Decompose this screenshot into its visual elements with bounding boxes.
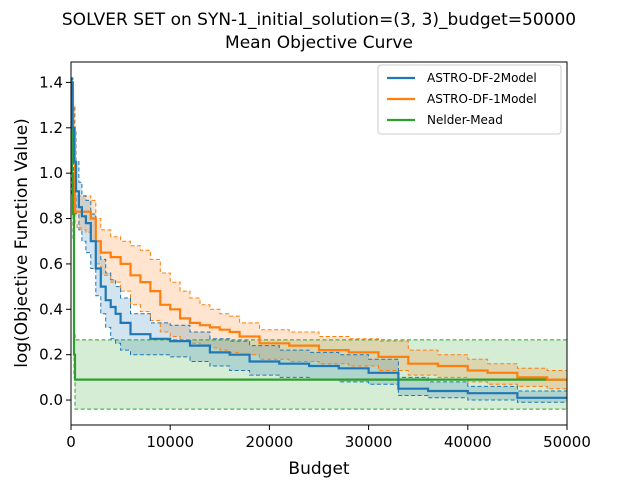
y-tick-label: 1.4 — [39, 73, 63, 91]
x-tick-label: 0 — [66, 433, 76, 451]
y-tick-label: 1.2 — [39, 119, 63, 137]
x-tick-label: 40000 — [444, 433, 492, 451]
x-tick-label: 10000 — [146, 433, 194, 451]
lower-bound-astro-df-2model — [71, 104, 567, 403]
x-axis-ticks: 0 10000 20000 30000 40000 50000 — [66, 425, 591, 451]
legend-label-nelder-mead: Nelder-Mead — [427, 113, 503, 127]
y-tick-label: 0.8 — [39, 210, 63, 228]
y-axis-label: log(Objective Function Value) — [12, 118, 32, 368]
upper-bound-astro-df-1model — [71, 77, 567, 371]
plot-frame — [70, 61, 568, 426]
y-tick-label: 0.0 — [39, 391, 63, 409]
line-astro-df-2model — [71, 81, 567, 399]
series-lines — [70, 81, 567, 399]
y-tick-label: 0.2 — [39, 346, 63, 364]
chart-title: SOLVER SET on SYN-1_initial_solution=(3,… — [62, 10, 576, 30]
legend-frame — [377, 64, 562, 135]
y-axis-ticks: 0.0 0.2 0.4 0.6 0.8 1.0 1.2 1.4 — [39, 73, 71, 409]
x-tick-label: 50000 — [543, 433, 591, 451]
chart-subtitle: Mean Objective Curve — [225, 33, 413, 53]
y-tick-label: 1.0 — [39, 164, 63, 182]
x-tick-label: 30000 — [345, 433, 393, 451]
band-astro-df-1model — [71, 77, 567, 392]
legend-label-astro-df-2model: ASTRO-DF-2Model — [427, 71, 537, 85]
x-tick-label: 20000 — [246, 433, 294, 451]
line-astro-df-1model — [71, 81, 567, 381]
x-axis-label: Budget — [288, 459, 349, 479]
y-tick-label: 0.4 — [39, 300, 63, 318]
y-tick-label: 0.6 — [39, 255, 63, 273]
lower-bound-astro-df-1model — [71, 93, 568, 391]
legend-label-astro-df-1model: ASTRO-DF-1Model — [427, 92, 537, 106]
legend: ASTRO-DF-2Model ASTRO-DF-1Model Nelder-Mea… — [377, 64, 562, 135]
